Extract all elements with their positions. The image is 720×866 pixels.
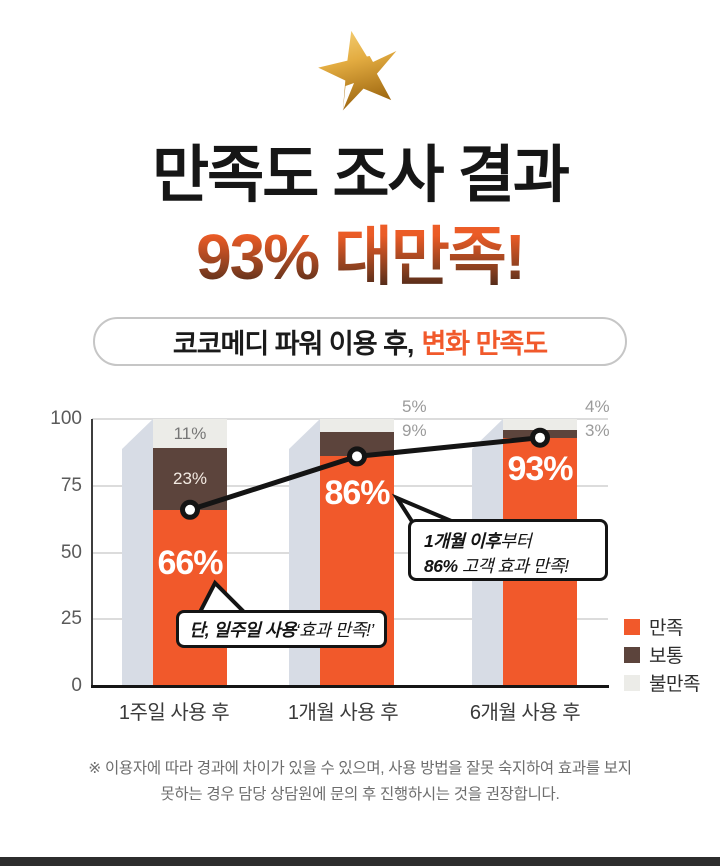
legend-item-보통: 보통 xyxy=(624,641,683,668)
legend-item-불만족: 불만족 xyxy=(624,669,700,696)
bar-segment-불만족 xyxy=(320,419,394,433)
segment-value-label: 23% xyxy=(172,469,208,489)
gold-star-icon xyxy=(314,26,406,114)
bar-segment-불만족: 11% xyxy=(153,419,227,449)
outside-value-label: 3% xyxy=(585,421,610,440)
y-axis-tick-label: 50 xyxy=(60,541,82,563)
legend-item-만족: 만족 xyxy=(624,613,683,640)
section-divider-bar xyxy=(0,857,720,866)
disclaimer-line2: 못하는 경우 담당 상담원에 문의 후 진행하시는 것을 권장합니다. xyxy=(160,785,560,803)
legend-swatch xyxy=(624,674,640,691)
satisfaction-percent-label: 86% xyxy=(324,474,390,513)
subtitle-pill: 코코메디 파워 이용 후, 변화 만족도 xyxy=(93,317,627,366)
segment-value-label: 11% xyxy=(173,423,207,443)
outside-value-label: 9% xyxy=(402,421,427,440)
callout-month1-pct: 86% xyxy=(424,556,458,577)
subtitle-accent-text: 변화 만족도 xyxy=(421,329,548,359)
x-axis-line xyxy=(91,685,609,688)
legend-swatch xyxy=(624,618,640,635)
legend-label: 만족 xyxy=(649,618,683,639)
bar-segment-불만족 xyxy=(503,419,577,430)
outside-value-label: 4% xyxy=(585,397,610,416)
callout-month1-rest: 고객 효과 만족! xyxy=(457,556,569,577)
x-axis-category-label: 6개월 사용 후 xyxy=(469,702,581,724)
bar-segment-보통: 23% xyxy=(153,448,227,510)
bar-segment-만족 xyxy=(153,509,227,686)
legend-label: 보통 xyxy=(649,646,683,667)
y-axis-tick-label: 100 xyxy=(50,408,82,429)
subtitle-text: 코코메디 파워 이용 후, xyxy=(172,329,415,359)
bar-segment-보통 xyxy=(503,429,577,438)
x-axis-category-label: 1주일 사용 후 xyxy=(118,702,230,724)
disclaimer-note: ※ 이용자에 따라 경과에 차이가 있을 수 있으며, 사용 방법을 잘못 숙지… xyxy=(0,756,720,807)
disclaimer-line1: ※ 이용자에 따라 경과에 차이가 있을 수 있으며, 사용 방법을 잘못 숙지… xyxy=(88,760,632,777)
y-axis-line xyxy=(91,419,93,686)
page-title: 만족도 조사 결과 xyxy=(152,141,570,210)
callout-month1-normal: 부터 xyxy=(500,531,532,551)
x-axis-category-label: 1개월 사용 후 xyxy=(287,702,399,724)
callout-week1: 단, 일주일 사용 ‘효과 만족!’ xyxy=(176,610,387,648)
callout-week1-bold: 단, 일주일 사용 xyxy=(189,619,296,640)
bar-segment-보통 xyxy=(320,432,394,457)
satisfaction-percent-label: 93% xyxy=(507,449,573,488)
outside-value-label: 5% xyxy=(402,397,427,416)
bar-shadow xyxy=(122,419,153,686)
callout-month1: 1개월 이후부터 86% 고객 효과 만족! xyxy=(408,519,608,581)
page-title-highlight: 93% 대만족! xyxy=(0,206,720,298)
callout-week1-normal: ‘효과 만족!’ xyxy=(295,619,374,640)
satisfaction-bar-chart: 단, 일주일 사용 ‘효과 만족!’ 1개월 이후부터 86% 고객 효과 만족… xyxy=(0,393,720,738)
y-axis-tick-label: 0 xyxy=(71,675,82,696)
legend-swatch xyxy=(624,646,640,663)
y-axis-tick-label: 25 xyxy=(60,608,82,630)
callout-month1-bold: 1개월 이후 xyxy=(424,531,501,551)
legend-label: 불만족 xyxy=(649,674,700,695)
y-axis-tick-label: 75 xyxy=(60,474,82,496)
satisfaction-percent-label: 66% xyxy=(157,543,223,582)
